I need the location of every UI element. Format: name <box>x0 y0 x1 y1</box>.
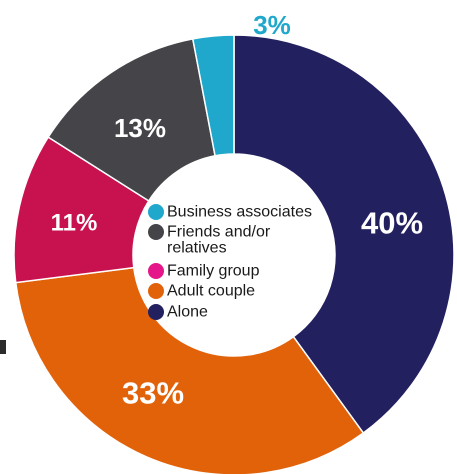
legend-marker <box>148 204 164 220</box>
legend-label: Family group <box>167 263 260 280</box>
legend-label: Friends and/or <box>167 224 271 241</box>
edge-mark <box>0 340 6 354</box>
legend-label: relatives <box>167 240 227 257</box>
legend-marker <box>148 263 164 279</box>
legend-marker <box>148 283 164 299</box>
slice-labels: 40% 33% 11% 13% 3% <box>51 10 423 411</box>
slice-alone <box>233 34 455 435</box>
slice-label-business-associates: 3% <box>253 10 291 40</box>
slice-label-friends-and-or-relatives: 13% <box>114 113 166 143</box>
slice-label-alone: 40% <box>361 206 423 241</box>
slice-label-family-group: 11% <box>51 210 98 237</box>
slice-friends-and-or-relatives <box>47 38 216 202</box>
slice-business-associates <box>191 34 235 157</box>
legend-label: Business associates <box>167 204 312 221</box>
legend-marker <box>148 304 164 320</box>
chart-slices <box>13 34 455 474</box>
legend-marker <box>148 224 164 240</box>
legend-label: Adult couple <box>167 283 255 300</box>
legend: Business associates Friends and/orrelativ… <box>148 204 312 321</box>
slice-label-adult-couple: 33% <box>122 376 184 411</box>
legend-label: Alone <box>167 304 208 321</box>
slice-adult-couple <box>14 266 365 474</box>
